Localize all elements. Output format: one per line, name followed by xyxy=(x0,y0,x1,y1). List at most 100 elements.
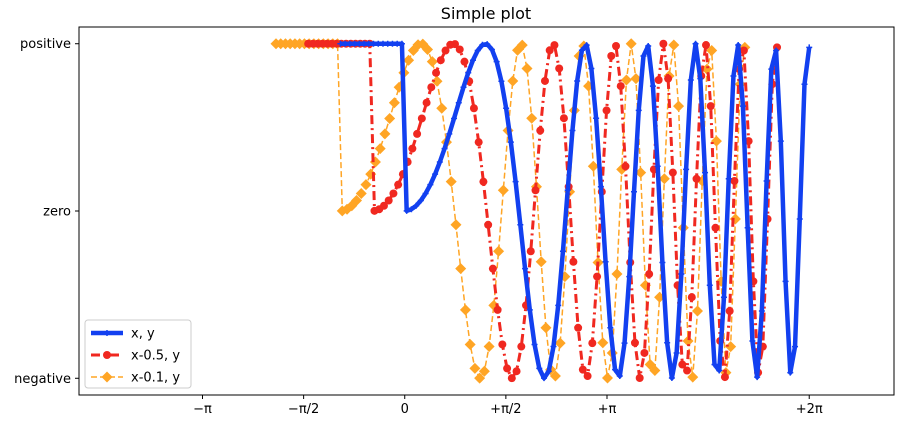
data-point xyxy=(626,273,633,280)
data-point xyxy=(612,42,621,51)
data-point xyxy=(379,128,391,140)
data-point xyxy=(706,45,718,57)
data-point xyxy=(711,223,720,232)
data-point xyxy=(455,99,462,106)
data-point xyxy=(398,40,405,47)
data-point xyxy=(441,145,448,152)
data-point xyxy=(796,216,803,223)
data-point xyxy=(427,181,434,188)
data-point xyxy=(649,365,661,377)
x-tick-label: +π/2 xyxy=(490,402,521,417)
data-point xyxy=(507,139,514,146)
data-point xyxy=(630,73,642,85)
data-point xyxy=(664,339,671,346)
data-point xyxy=(640,53,647,60)
data-point xyxy=(739,103,746,110)
data-point xyxy=(683,166,690,173)
series-layer xyxy=(270,38,813,384)
data-point xyxy=(450,219,462,231)
data-point xyxy=(587,160,599,172)
data-point xyxy=(645,270,654,279)
x-tick-label: −π/2 xyxy=(288,402,319,417)
data-point xyxy=(725,307,734,316)
data-point xyxy=(531,341,538,348)
data-point xyxy=(611,268,623,280)
data-point xyxy=(497,184,509,196)
data-point xyxy=(431,75,443,87)
data-point xyxy=(725,175,732,182)
data-point xyxy=(408,206,415,213)
data-point xyxy=(720,373,729,382)
data-point xyxy=(569,257,578,266)
data-point xyxy=(673,349,680,356)
data-point xyxy=(512,367,521,376)
data-point xyxy=(706,102,715,111)
data-point xyxy=(607,324,614,331)
data-point xyxy=(725,341,737,353)
data-point xyxy=(540,76,549,85)
data-point xyxy=(455,263,467,275)
data-point xyxy=(351,194,363,206)
data-point xyxy=(374,143,386,155)
data-point xyxy=(483,341,495,353)
data-point xyxy=(479,177,488,186)
series-line xyxy=(308,42,779,380)
data-point xyxy=(422,190,429,197)
data-point xyxy=(730,176,739,185)
data-point xyxy=(559,114,568,123)
data-point xyxy=(507,374,516,383)
data-point xyxy=(517,221,524,228)
data-point xyxy=(526,306,533,313)
data-point xyxy=(773,47,780,54)
data-point xyxy=(578,365,587,374)
legend-marker xyxy=(103,351,111,359)
data-point xyxy=(559,248,566,255)
data-point xyxy=(763,177,770,184)
data-point xyxy=(460,84,467,91)
data-point xyxy=(616,373,623,380)
data-point xyxy=(417,114,426,123)
data-point xyxy=(635,167,647,179)
data-point xyxy=(474,138,483,147)
data-point xyxy=(673,100,685,112)
data-point xyxy=(493,305,502,314)
data-point xyxy=(545,368,552,375)
y-axis: positive zero negative xyxy=(14,37,79,387)
x-tick-label: −π xyxy=(193,402,212,417)
data-point xyxy=(464,338,476,350)
data-point xyxy=(531,186,540,195)
data-point xyxy=(550,41,559,50)
data-point xyxy=(758,308,765,315)
data-point xyxy=(702,169,709,176)
data-point xyxy=(692,174,701,183)
series-1 xyxy=(304,39,782,383)
data-point xyxy=(389,189,398,198)
data-point xyxy=(436,102,448,114)
data-point xyxy=(493,58,500,65)
legend-item: x, y xyxy=(91,327,155,342)
data-point xyxy=(588,65,595,72)
data-point xyxy=(413,129,422,138)
data-point xyxy=(649,83,656,90)
legend-marker xyxy=(104,330,110,336)
data-point xyxy=(739,46,748,55)
data-point xyxy=(630,188,637,195)
data-point xyxy=(597,183,604,190)
data-point xyxy=(645,43,652,50)
data-point xyxy=(621,162,630,171)
data-point xyxy=(691,305,703,317)
data-point xyxy=(692,40,699,47)
x-tick-label: +π xyxy=(598,402,617,417)
data-point xyxy=(417,197,424,204)
data-point xyxy=(588,339,597,348)
data-point xyxy=(503,364,512,373)
data-point xyxy=(379,201,388,210)
data-point xyxy=(455,45,464,54)
data-point xyxy=(540,322,552,334)
data-point xyxy=(668,168,677,177)
data-point xyxy=(488,264,497,273)
data-point xyxy=(744,224,751,231)
data-point xyxy=(451,115,458,122)
data-point xyxy=(478,365,490,377)
